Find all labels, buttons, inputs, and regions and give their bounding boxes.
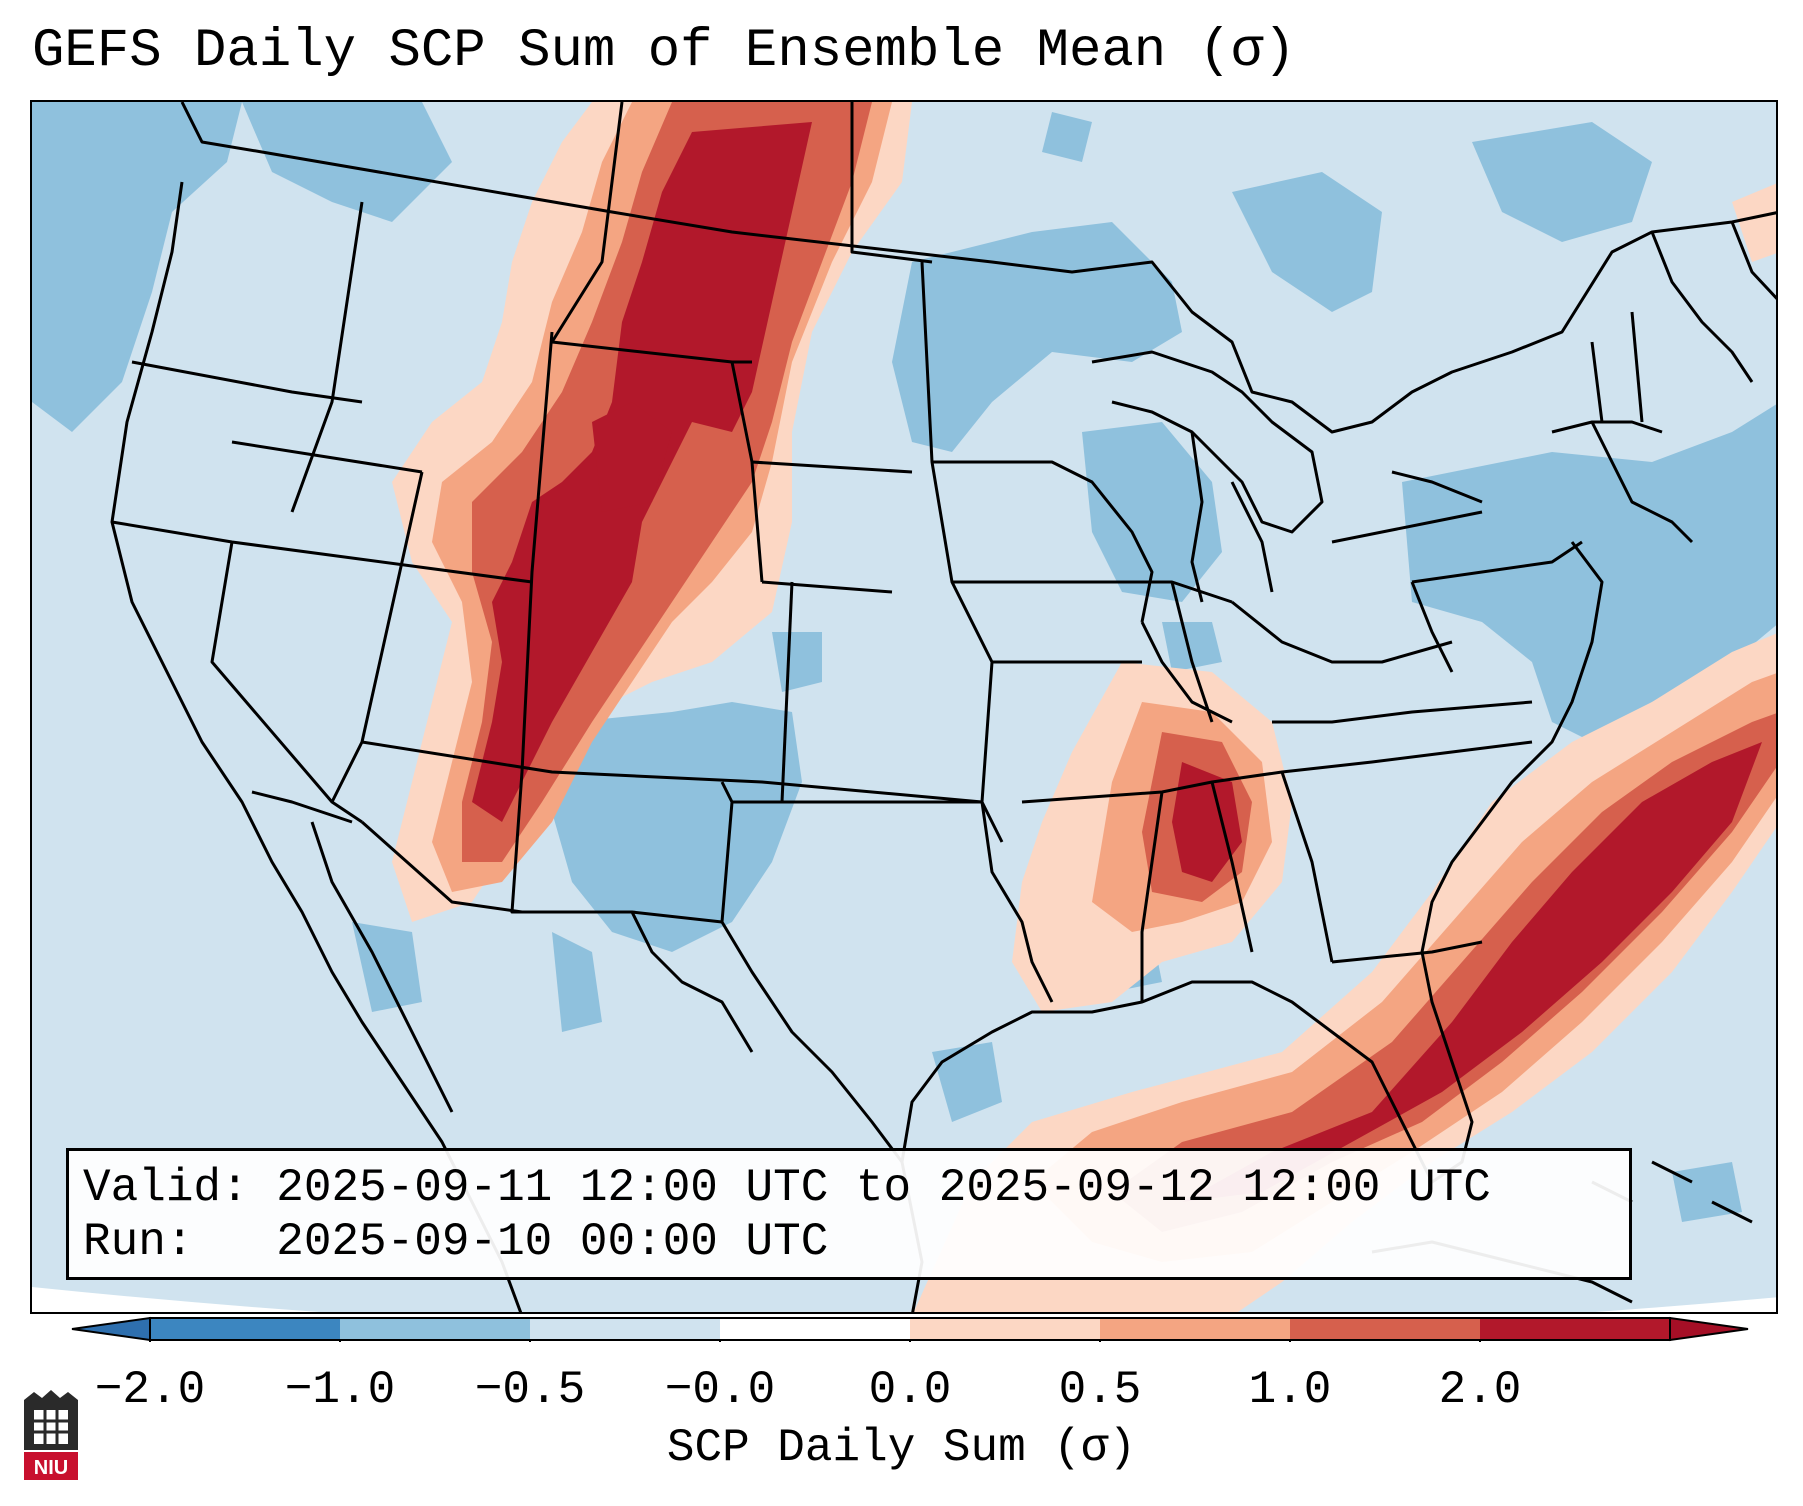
colorbar-segment — [910, 1318, 1101, 1340]
projection-domain — [32, 102, 1776, 1312]
valid-time-text: Valid: 2025-09-11 12:00 UTC to 2025-09-1… — [83, 1162, 1491, 1214]
colorbar-tick-label: 2.0 — [1438, 1364, 1522, 1416]
colorbar-tick-label: −0.0 — [664, 1364, 776, 1416]
colorbar-segment — [1290, 1318, 1481, 1340]
colorbar-tick-label: −2.0 — [94, 1364, 206, 1416]
colorbar-under-triangle — [71, 1316, 151, 1342]
colorbar-tick-label: −0.5 — [474, 1364, 586, 1416]
niu-logo: NIU — [24, 1390, 78, 1480]
logo-text: NIU — [34, 1457, 68, 1479]
colorbar-label: SCP Daily Sum (σ) — [666, 1422, 1137, 1474]
colorbar-segment — [150, 1318, 341, 1340]
colorbar — [71, 1316, 1749, 1342]
colorbar-segment — [1100, 1318, 1291, 1340]
colorbar-segment — [720, 1318, 911, 1340]
colorbar-tick-label: −1.0 — [284, 1364, 396, 1416]
colorbar-tick-label: 0.5 — [1058, 1364, 1142, 1416]
colorbar-segment — [1480, 1318, 1671, 1340]
colorbar-segment — [340, 1318, 531, 1340]
run-time-text: Run: 2025-09-10 00:00 UTC — [83, 1216, 829, 1268]
colorbar-tick-label: 1.0 — [1248, 1364, 1332, 1416]
colorbar-segment — [530, 1318, 721, 1340]
positive-anomaly-field — [392, 102, 1776, 1312]
map-svg — [32, 102, 1776, 1312]
valid-time-box: Valid: 2025-09-11 12:00 UTC to 2025-09-1… — [66, 1148, 1632, 1280]
colorbar-tick-label: 0.0 — [868, 1364, 952, 1416]
chart-title: GEFS Daily SCP Sum of Ensemble Mean (σ) — [32, 21, 1296, 82]
boundaries — [110, 102, 1776, 1312]
map-panel — [30, 100, 1778, 1314]
negative-anomaly-field — [32, 102, 1776, 1222]
colorbar-over-triangle — [1669, 1316, 1749, 1342]
